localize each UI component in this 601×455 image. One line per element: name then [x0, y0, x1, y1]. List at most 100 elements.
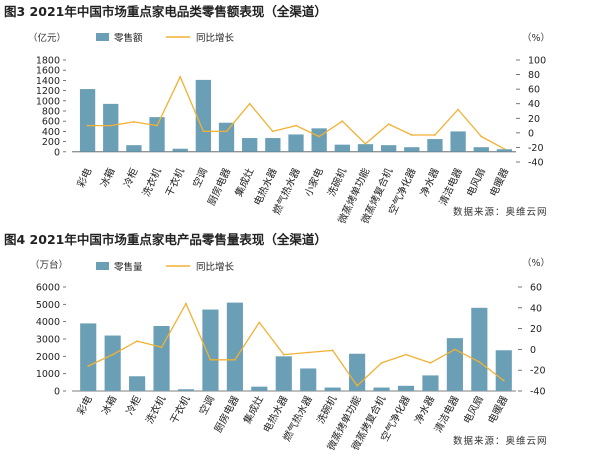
- chart2-bar: [471, 307, 488, 391]
- chart2-category-label: 彩电: [74, 393, 95, 417]
- chart1-growth-point: [387, 123, 390, 126]
- chart2-growth-point: [233, 358, 236, 361]
- chart1-growth-point: [109, 124, 112, 127]
- chart1-category-label: 干衣机: [162, 166, 186, 199]
- chart2-left-tick-label: 1000: [36, 369, 60, 380]
- chart2-category-label: 电暖器: [485, 393, 511, 426]
- chart2-right-tick-label: -40: [530, 387, 546, 398]
- chart1-growth-point: [156, 124, 158, 127]
- chart1-bar: [126, 145, 142, 152]
- chart1-category-label: 小家电: [301, 166, 325, 199]
- chart2-right-tick-label: 60: [530, 283, 542, 294]
- chart1-source: 数据来源：奥维云网: [453, 206, 548, 218]
- chart2-source: 数据来源：奥维云网: [453, 435, 548, 447]
- chart1-left-tick-label: 600: [42, 117, 60, 128]
- chart1-bar: [357, 144, 374, 152]
- chart2-growth-point: [429, 362, 432, 364]
- chart1-category-label: 净水器: [417, 166, 441, 199]
- chart2-legend-bar-swatch: [96, 262, 109, 270]
- chart1-growth-point: [410, 134, 413, 136]
- chart1-left-tick-label: 1600: [36, 66, 60, 77]
- chart1-bar: [288, 134, 304, 152]
- chart2-left-tick-label: 5000: [36, 300, 60, 311]
- chart2-plot: 0 1000 2000 3000 4000 5000 6000 -40 -20 0 20 40 60 彩电…: [36, 283, 546, 453]
- chart2-bar: [495, 350, 512, 391]
- chart2-bar: [104, 335, 121, 391]
- chart2-title: 图4 2021年中国市场重点家电产品零售量表现（全渠道）: [4, 232, 327, 247]
- chart1-left-tick-label: 200: [42, 137, 60, 148]
- chart2-growth-point: [502, 379, 505, 382]
- chart1-left-tick-label: 1000: [36, 96, 60, 107]
- chart1-growth-point: [318, 135, 321, 138]
- chart2-category-label: 电风扇: [460, 393, 486, 426]
- chart1-growth-point: [179, 75, 182, 78]
- chart2-bar: [422, 375, 439, 391]
- chart1-growth-point: [225, 130, 228, 133]
- chart1-legend-line-label: 同比增长: [196, 32, 235, 44]
- chart2-bar: [275, 356, 292, 391]
- chart2-growth-point: [258, 321, 261, 324]
- chart1-left-tick-label: 1400: [36, 76, 60, 87]
- chart1-growth-point: [457, 108, 460, 111]
- chart1-right-tick-label: 60: [528, 85, 540, 96]
- chart2-bar: [397, 385, 415, 391]
- chart1-legend-bar-swatch: [96, 33, 109, 41]
- chart2-category-label: 干衣机: [167, 393, 193, 426]
- chart1-category-label: 彩电: [74, 166, 94, 190]
- chart2-growth-point: [87, 365, 90, 367]
- chart1-category-label: 冷柜: [120, 166, 140, 190]
- chart1-bar: [450, 131, 466, 152]
- chart2-growth-point: [111, 353, 114, 356]
- chart1-left-tick-label: 1800: [36, 56, 60, 67]
- chart1-right-unit: （%）: [522, 32, 550, 44]
- chart1-bar: [404, 147, 420, 152]
- chart1-left-tick-label: 1200: [36, 86, 60, 97]
- chart2-growth-point: [209, 358, 212, 361]
- chart1-category-label: 洗碗机: [325, 166, 349, 199]
- chart1-left-tick-label: 0: [54, 147, 60, 158]
- chart2-category-label: 冰箱: [98, 393, 119, 417]
- chart2-growth-point: [307, 351, 310, 354]
- chart2-bar: [80, 323, 97, 391]
- chart2-growth-point: [380, 362, 383, 364]
- chart2-bar: [300, 368, 317, 391]
- chart1-right-tick-label: -40: [528, 158, 544, 169]
- chart2-growth-point: [405, 353, 407, 356]
- chart1-legend-bar-label: 零售额: [114, 32, 143, 44]
- chart2-category-label: 空调: [196, 393, 217, 417]
- chart2-growth-point: [185, 302, 187, 305]
- chart1-growth-point: [202, 130, 205, 133]
- chart1-right-tick-label: 20: [528, 114, 540, 125]
- chart2-bar: [226, 302, 243, 391]
- chart2-right-tick-label: 0: [530, 345, 536, 356]
- chart1-right-tick-label: 80: [528, 70, 540, 81]
- chart2-right-tick-label: 40: [530, 303, 542, 314]
- chart1-title: 图3 2021年中国市场重点家电品类零售额表现（全渠道）: [4, 4, 327, 19]
- chart1-growth-point: [132, 121, 135, 123]
- chart2-growth-point: [282, 353, 285, 356]
- chart2-bar: [446, 338, 463, 391]
- chart1-growth-point: [341, 120, 344, 123]
- chart1-growth-point: [364, 142, 367, 145]
- chart1-bar: [473, 147, 489, 152]
- chart1-right-tick-label: 0: [528, 128, 534, 139]
- chart2-category-label: 集成灶: [240, 393, 266, 426]
- chart2-growth-point: [160, 346, 163, 349]
- chart1-category-label: 洗衣机: [139, 166, 163, 199]
- chart1-bar: [149, 117, 165, 152]
- chart2-left-tick-label: 3000: [36, 335, 60, 346]
- chart2-category-label: 冷柜: [123, 393, 144, 417]
- chart2-bar: [324, 387, 341, 391]
- chart1-growth-point: [503, 147, 506, 150]
- chart1-growth-point: [480, 135, 483, 138]
- chart1-bar: [218, 122, 235, 152]
- chart2-left-unit: （万台）: [30, 259, 68, 271]
- chart2-left-tick-label: 4000: [36, 317, 60, 328]
- chart1-bar: [103, 103, 119, 152]
- chart2-growth-point: [331, 349, 334, 352]
- chart1-bar: [265, 138, 281, 152]
- chart1-bar: [380, 145, 397, 152]
- chart1-bar: [195, 79, 212, 152]
- chart2-left-tick-label: 0: [54, 387, 60, 398]
